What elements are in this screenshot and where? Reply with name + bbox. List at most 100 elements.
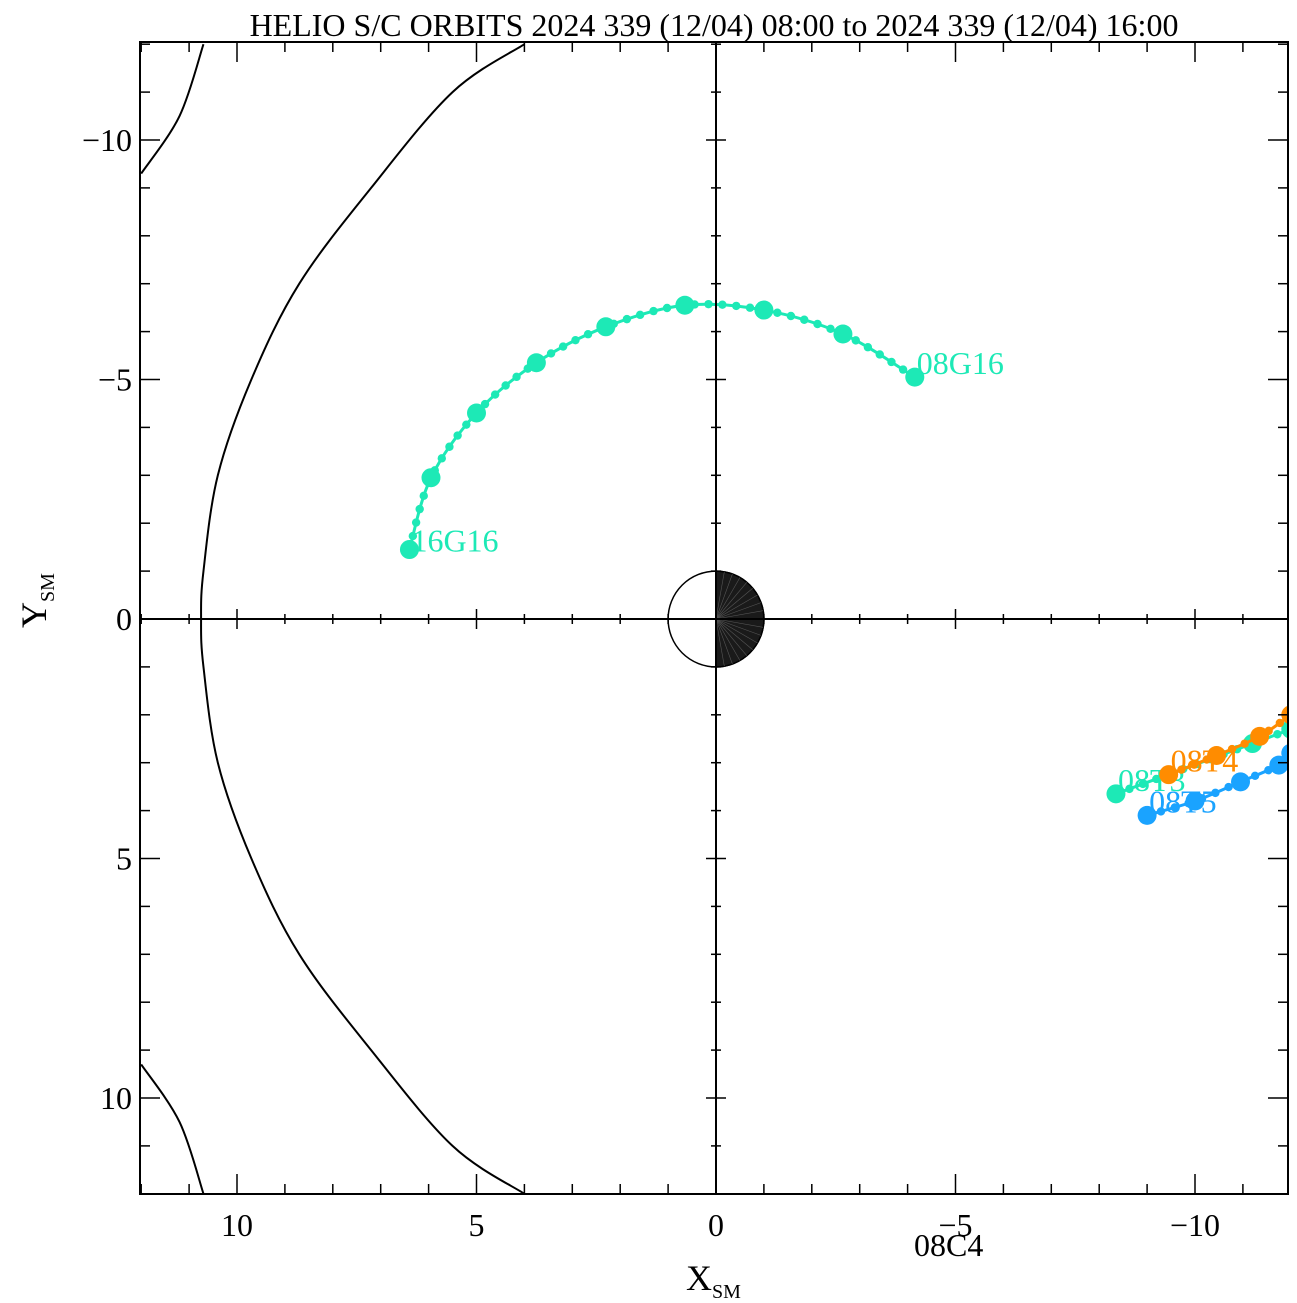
footer-label: 08C4 [914, 1227, 983, 1263]
orbit-T4-minor-point [1177, 765, 1186, 774]
orbit-T4-start-label: 08T4 [1171, 743, 1239, 779]
x-tick-label: 5 [469, 1207, 485, 1243]
orbit-G16-minor-point [662, 303, 672, 313]
orbit-G16-point [526, 353, 546, 373]
orbit-G16-minor-point [512, 372, 521, 382]
orbit-G16-minor-point [437, 454, 446, 463]
orbit-G16-minor-point [490, 390, 500, 399]
earth-shade-line [715, 577, 741, 620]
orbit-G16-minor-point [813, 319, 822, 329]
orbit-T4-point [1207, 746, 1227, 766]
earth-shade-line [715, 618, 725, 667]
y-tick-label: −10 [82, 122, 132, 158]
orbit-G16-minor-point [875, 350, 884, 359]
orbit-T3-minor-point [1125, 784, 1134, 794]
orbit-T5-point [1185, 791, 1205, 811]
orbit-G16-minor-point [732, 301, 741, 311]
earth-shade-line [715, 618, 758, 644]
earth-shade-line [715, 610, 764, 620]
orbit-G16-minor-point [745, 303, 755, 312]
earth-shade-line [715, 618, 733, 665]
orbit-G16-minor-point [887, 357, 896, 367]
orbit-G16-minor-point [773, 308, 782, 317]
earth-shade-line [715, 618, 762, 636]
orbit-G16-minor-point [635, 310, 645, 320]
orbit-T4-minor-point [1189, 760, 1199, 769]
orbit-T5-minor-point [1156, 807, 1166, 816]
orbit-G16-point [905, 367, 925, 387]
y-axis-title: Y SM [14, 573, 59, 628]
orbit-G16-minor-point [558, 342, 568, 351]
orbit-T5-start-label: 08T5 [1149, 783, 1217, 819]
x-tick-label: 0 [708, 1207, 724, 1243]
orbit-T5: 08T5 [1137, 744, 1288, 825]
orbit-T4: 08T4 [1159, 705, 1288, 785]
chart-title: HELIO S/C ORBITS 2024 339 (12/04) 08:00 … [250, 7, 1179, 43]
earth-shade-line [715, 573, 733, 620]
orbit-G16-minor-point [649, 306, 658, 316]
orbit-T3-minor-point [1273, 730, 1282, 739]
orbit-G16-start-label: 08G16 [917, 345, 1004, 381]
x-tick-label: 10 [221, 1207, 253, 1243]
orbit-T4-point [1250, 726, 1270, 746]
y-tick-label: 10 [100, 1080, 132, 1116]
x-axis-title: X SM [686, 1258, 741, 1303]
orbit-G16-minor-point [571, 335, 580, 345]
orbit-G16-point [421, 468, 441, 488]
orbit-G16-minor-point [411, 518, 421, 527]
orbit-G16-minor-point [453, 431, 462, 440]
orbit-G16-end-label: 16G16 [411, 523, 498, 559]
y-tick-label: 5 [116, 841, 132, 877]
orbit-T3-minor-point [1138, 779, 1148, 789]
orbit-G16-minor-point [546, 349, 556, 358]
orbit-T3-point [1106, 784, 1126, 804]
orbit-T4-point [1159, 765, 1179, 785]
orbit-T5-point [1269, 755, 1288, 775]
earth-shade-line [715, 618, 748, 656]
earth-shade-line [715, 618, 741, 661]
orbit-G16-minor-point [622, 314, 632, 324]
orbit-G16: 08G16 16G16 [399, 295, 1004, 560]
orbit-G16-point [754, 300, 774, 320]
orbit-G16-minor-point [826, 324, 835, 334]
orbit-G16-minor-point [462, 420, 471, 429]
orbit-G16-minor-point [786, 311, 796, 321]
x-tick-label: −10 [1170, 1207, 1220, 1243]
y-tick-label: 0 [116, 601, 132, 637]
x-axis-title-sub: SM [712, 1281, 741, 1303]
orbit-T3-minor-point [1152, 774, 1161, 784]
orbit-T4-minor-point [1240, 739, 1249, 748]
bow-shock-upper-curve [140, 43, 205, 175]
axes-layer: 10 5 0 −5 −10 −10 −5 0 5 10 [82, 41, 1289, 1243]
orbit-G16-point [399, 540, 419, 560]
orbit-T5-minor-point [1250, 771, 1260, 780]
earth-shade-line [715, 618, 764, 628]
orbit-G16-point [467, 403, 486, 423]
orbit-G16-minor-point [501, 381, 510, 390]
orbit-G16-minor-point [863, 343, 873, 352]
orbit-G16-point [596, 317, 616, 337]
x-axis-title-main: X [686, 1258, 712, 1298]
orbit-T5-minor-point [1170, 803, 1179, 812]
orbit-T4-minor-point [1275, 718, 1285, 728]
orbit-G16-point [675, 295, 695, 315]
orbit-G16-minor-point [419, 491, 428, 501]
earth-shade-line [715, 602, 762, 620]
orbit-G16-minor-point [445, 442, 454, 451]
orbit-T5-point [1231, 772, 1251, 792]
orbit-G16-minor-point [898, 365, 908, 374]
orbit-G16-minor-point [851, 336, 860, 345]
orbit-T5-minor-point [1211, 788, 1220, 798]
orbit-T4-minor-point [1227, 744, 1237, 754]
earth-shade-line [715, 587, 753, 620]
y-tick-label: −5 [98, 362, 132, 398]
y-axis-title-sub: SM [37, 573, 59, 602]
earth-shade-line [715, 582, 748, 620]
orbit-G16-minor-point [800, 315, 809, 324]
orbit-T5-point [1281, 744, 1288, 763]
orbit-G16-point [833, 324, 853, 344]
earth-shade-line [715, 618, 753, 651]
